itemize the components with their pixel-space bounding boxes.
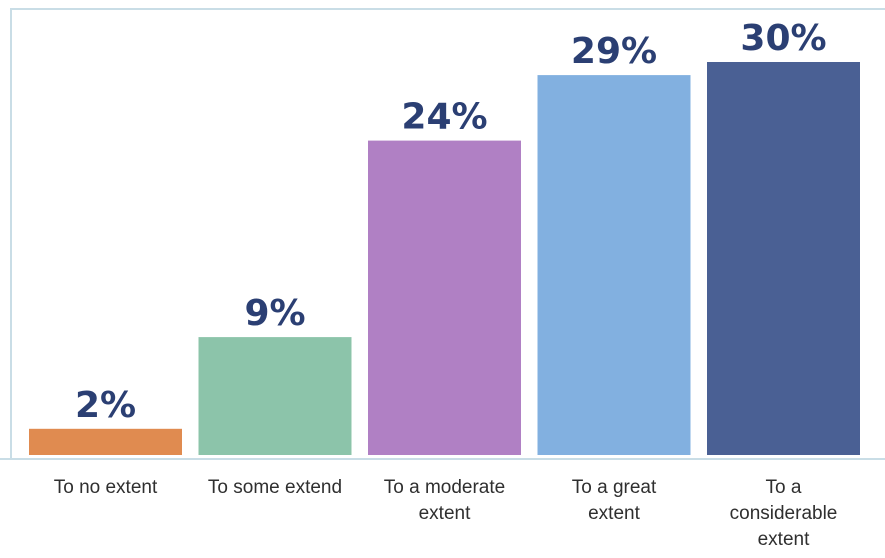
value-label-5: 30% [740,18,826,59]
category-label-4: To a great extent [571,477,657,524]
bar-2 [198,337,352,455]
value-label-3: 24% [401,97,487,138]
category-label-1: To no extent [53,477,158,498]
bar-3 [368,140,521,455]
value-label-1: 2% [75,385,136,426]
category-label-2: To some extend [207,477,343,498]
value-label-4: 29% [571,31,657,72]
bar-1 [29,428,182,455]
x-axis-line [0,458,885,460]
value-label-2: 9% [244,293,305,334]
bar-4 [537,75,691,455]
chart-frame [10,8,885,460]
category-label-5: To a considerable extent [729,477,838,550]
bar-5 [707,62,860,455]
category-label-3: To a moderate extent [383,477,506,524]
